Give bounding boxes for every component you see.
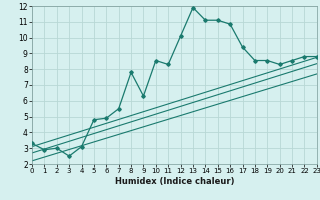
X-axis label: Humidex (Indice chaleur): Humidex (Indice chaleur) xyxy=(115,177,234,186)
